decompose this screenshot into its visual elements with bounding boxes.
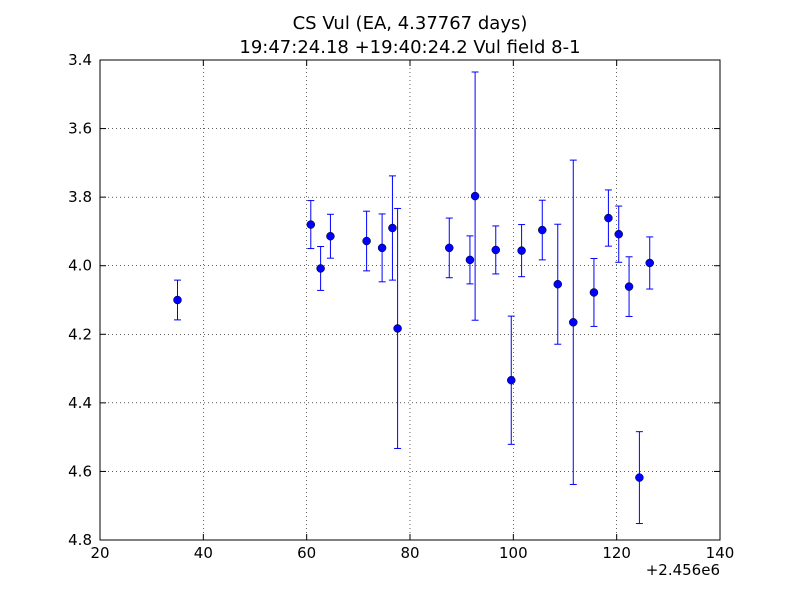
x-tick-label: 120 bbox=[602, 544, 631, 562]
x-tick-label: 140 bbox=[706, 544, 735, 562]
data-point bbox=[445, 243, 454, 253]
axis-tick-labels: 20 40 60 80 100 120 140 3.4 3.6 3.8 4.0 4.2 4.4 4.6 4.… bbox=[68, 51, 734, 562]
x-axis-offset-label: +2.456e6 bbox=[646, 561, 720, 579]
data-point bbox=[377, 243, 387, 253]
data-point bbox=[465, 255, 475, 265]
data-point bbox=[491, 245, 501, 255]
y-tick-label: 4.2 bbox=[68, 325, 92, 343]
data-point bbox=[569, 318, 578, 327]
y-tick-label: 3.6 bbox=[68, 120, 92, 138]
data-point bbox=[624, 282, 634, 291]
y-tick-label: 4.8 bbox=[68, 531, 92, 549]
data-point bbox=[388, 223, 397, 233]
y-tick-label: 4.6 bbox=[68, 462, 92, 480]
y-tick-label: 3.8 bbox=[68, 188, 92, 206]
data-point bbox=[589, 288, 599, 297]
y-tick-label: 4.0 bbox=[68, 257, 92, 275]
x-tick-label: 60 bbox=[297, 544, 316, 562]
data-point bbox=[517, 246, 526, 255]
plot-frame bbox=[99, 59, 721, 541]
data-point bbox=[393, 324, 402, 333]
data-point bbox=[306, 220, 316, 229]
x-tick-label: 40 bbox=[194, 544, 213, 562]
data-point bbox=[553, 279, 563, 289]
data-point bbox=[614, 229, 623, 239]
data-point bbox=[507, 375, 516, 385]
data-point bbox=[173, 295, 182, 305]
data-point bbox=[635, 473, 644, 482]
y-tick-label: 4.4 bbox=[68, 394, 92, 412]
data-markers bbox=[173, 191, 654, 482]
data-point bbox=[316, 264, 325, 273]
y-tick-label: 3.4 bbox=[68, 51, 92, 69]
grid-lines bbox=[100, 60, 720, 540]
x-tick-label: 100 bbox=[499, 544, 528, 562]
data-point bbox=[470, 191, 480, 201]
data-point bbox=[538, 225, 547, 235]
chart-title: CS Vul (EA, 4.37767 days) bbox=[293, 13, 528, 34]
data-point bbox=[326, 231, 335, 241]
data-point bbox=[645, 258, 654, 268]
data-point bbox=[362, 236, 371, 246]
x-tick-label: 20 bbox=[90, 544, 109, 562]
data-point bbox=[604, 213, 613, 223]
chart-subtitle: 19:47:24.18 +19:40:24.2 Vul field 8-1 bbox=[239, 37, 580, 58]
x-tick-label: 80 bbox=[400, 544, 419, 562]
